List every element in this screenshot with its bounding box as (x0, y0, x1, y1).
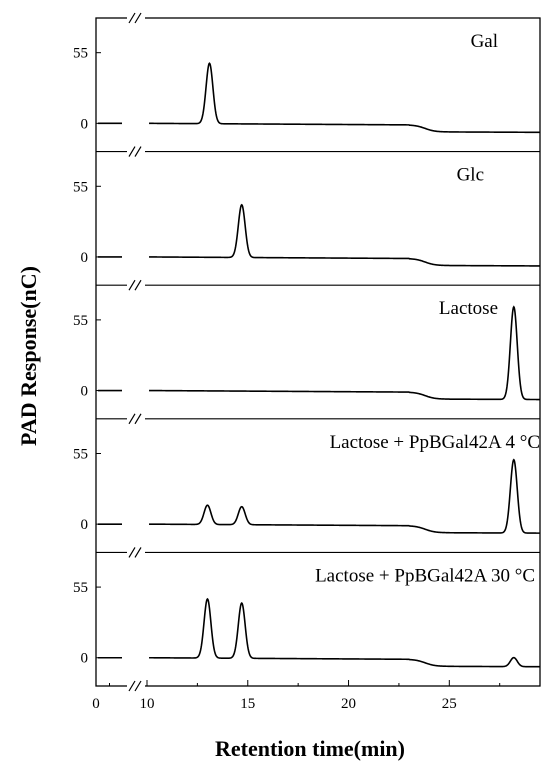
y-tick-label: 0 (81, 384, 89, 400)
x-axis-label: Retention time(min) (215, 736, 405, 761)
axis-break-mark (128, 413, 136, 425)
x-tick-label: 20 (341, 696, 356, 712)
axis-break-gap (127, 13, 145, 23)
axis-break-mark (128, 680, 136, 692)
y-tick-label: 55 (73, 446, 88, 462)
axis-break-mark (128, 12, 136, 24)
axis-break-gap (127, 413, 145, 424)
axis-break-gap (127, 146, 145, 157)
axis-break-mark (134, 146, 142, 157)
y-tick-label: 0 (81, 250, 89, 266)
plot-frame (95, 17, 541, 687)
panel-labels: Gal Glc Lactose Lactose + PpBGal42A 4 °C Lac… (315, 31, 540, 586)
panel-label: Lactose + PpBGal42A 30 °C (315, 565, 535, 586)
y-axis: 0 55 0 55 0 55 0 55 0 55 (73, 46, 101, 667)
axis-break-gap (127, 681, 145, 691)
trace-series (149, 203, 540, 267)
chromatogram-traces (98, 62, 540, 668)
axis-break-mark (128, 547, 136, 558)
x-tick-label: 10 (140, 696, 155, 712)
axis-break-mark (128, 279, 136, 291)
axis-break-gap (127, 280, 145, 291)
axis-break-mark (134, 12, 142, 24)
y-tick-label: 55 (73, 313, 88, 329)
x-axis: 0 10 15 20 25 (92, 680, 501, 712)
trace-series (149, 305, 540, 401)
panel-label: Lactose + PpBGal42A 4 °C (330, 432, 540, 453)
y-tick-label: 0 (81, 116, 89, 132)
x-tick-label: 15 (240, 696, 255, 712)
y-tick-label: 55 (73, 179, 88, 195)
axis-break-mark (134, 413, 142, 425)
trace-series (149, 62, 540, 134)
panel-label: Glc (457, 165, 484, 186)
axis-break-mark (128, 146, 136, 157)
panel-label: Lactose (439, 298, 498, 319)
y-axis-label: PAD Response(nC) (16, 266, 41, 446)
trace-series (149, 597, 540, 668)
y-tick-label: 0 (81, 517, 89, 533)
axis-break-mark (134, 279, 142, 291)
panel-label: Gal (471, 31, 498, 52)
y-tick-label: 55 (73, 580, 88, 596)
panel-frames (95, 17, 541, 687)
x-tick-label: 25 (442, 696, 457, 712)
trace-series (149, 458, 540, 534)
x-tick-label: 0 (92, 696, 100, 712)
y-tick-label: 55 (73, 46, 88, 62)
axis-break-mark (134, 547, 142, 558)
axis-break-gap (127, 547, 145, 558)
y-tick-label: 0 (81, 651, 89, 667)
axis-break-mark (134, 680, 142, 692)
axis-breaks (127, 12, 145, 692)
